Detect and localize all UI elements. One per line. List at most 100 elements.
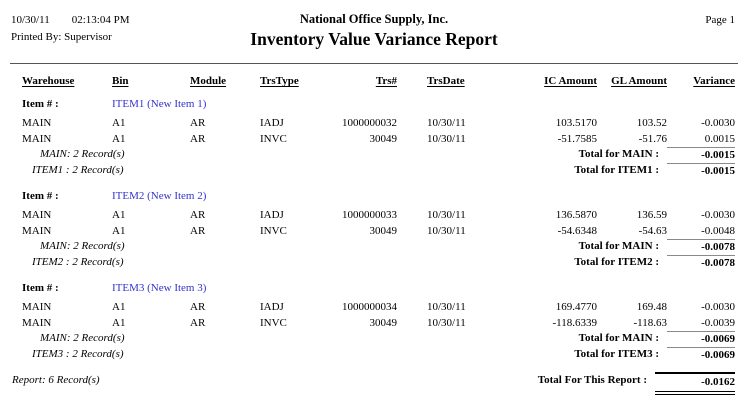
item-link[interactable]: ITEM2 (New Item 2) (112, 190, 207, 202)
report-header: 10/30/11 02:13:04 PM Printed By: Supervis… (10, 8, 738, 56)
cell-bin: A1 (112, 133, 126, 145)
cell-gl-amount: -51.76 (638, 133, 667, 145)
item-link[interactable]: ITEM1 (New Item 1) (112, 98, 207, 110)
cell-module: AR (190, 317, 206, 329)
cell-trstype: INVC (260, 133, 287, 145)
cell-module: AR (190, 209, 206, 221)
cell-ic-amount: -118.6339 (552, 317, 597, 329)
col-gl-amount: GL Amount (611, 75, 667, 87)
cell-warehouse: MAIN (22, 317, 52, 329)
item-total-label: Total for ITEM2 : (574, 256, 659, 268)
table-row: MAIN A1 AR IADJ 1000000034 10/30/11 169.… (22, 299, 735, 315)
cell-trsdate: 10/30/11 (427, 117, 466, 129)
cell-trsnum: 1000000033 (342, 209, 397, 221)
cell-trstype: INVC (260, 225, 287, 237)
print-datetime: 10/30/11 02:13:04 PM (11, 14, 129, 26)
cell-trsnum: 1000000034 (342, 301, 397, 313)
cell-module: AR (190, 117, 206, 129)
item-record-count: ITEM2 : 2 Record(s) (32, 256, 124, 268)
item-link[interactable]: ITEM3 (New Item 3) (112, 282, 207, 294)
table-row: MAIN A1 AR IADJ 1000000032 10/30/11 103.… (22, 115, 735, 131)
table-row: MAIN A1 AR IADJ 1000000033 10/30/11 136.… (22, 207, 735, 223)
warehouse-total-value: -0.0078 (667, 239, 735, 255)
report-page: 10/30/11 02:13:04 PM Printed By: Supervis… (10, 8, 738, 395)
header-left: 10/30/11 02:13:04 PM Printed By: Supervis… (11, 14, 129, 43)
cell-trstype: IADJ (260, 301, 284, 313)
print-date: 10/30/11 (11, 14, 50, 26)
cell-ic-amount: 136.5870 (555, 209, 597, 221)
cell-trsnum: 1000000032 (342, 117, 397, 129)
warehouse-total-label: Total for MAIN : (578, 148, 659, 160)
warehouse-record-count: MAIN: 2 Record(s) (40, 332, 125, 344)
item-group-2: Item # : ITEM2 (New Item 2) MAIN A1 AR I… (22, 188, 735, 271)
cell-warehouse: MAIN (22, 117, 52, 129)
warehouse-total-label: Total for MAIN : (578, 240, 659, 252)
cell-gl-amount: 103.52 (636, 117, 667, 129)
cell-trsnum: 30049 (369, 317, 398, 329)
warehouse-total-label: Total for MAIN : (578, 332, 659, 344)
item-total-value: -0.0015 (667, 163, 735, 179)
column-header-row: Warehouse Bin Module TrsType Trs# TrsDat… (22, 73, 735, 89)
header-divider (10, 63, 738, 64)
report-table: Warehouse Bin Module TrsType Trs# TrsDat… (22, 73, 735, 363)
item-total-row: ITEM2 : 2 Record(s) Total for ITEM2 : -0… (22, 255, 735, 271)
page-number: Page 1 (705, 14, 735, 26)
cell-warehouse: MAIN (22, 225, 52, 237)
warehouse-total-row: MAIN: 2 Record(s) Total for MAIN : -0.00… (22, 331, 735, 347)
company-name: National Office Supply, Inc. (299, 12, 449, 26)
cell-ic-amount: 169.4770 (555, 301, 597, 313)
col-warehouse: Warehouse (22, 75, 75, 87)
item-record-count: ITEM1 : 2 Record(s) (32, 164, 124, 176)
cell-bin: A1 (112, 301, 126, 313)
printed-by: Printed By: Supervisor (11, 31, 112, 43)
cell-trsnum: 30049 (369, 225, 398, 237)
cell-trsdate: 10/30/11 (427, 317, 466, 329)
item-total-value: -0.0078 (667, 255, 735, 271)
report-total-row: Report: 6 Record(s) Total For This Repor… (12, 372, 735, 395)
warehouse-total-row: MAIN: 2 Record(s) Total for MAIN : -0.00… (22, 147, 735, 163)
cell-gl-amount: 136.59 (636, 209, 667, 221)
item-total-row: ITEM3 : 2 Record(s) Total for ITEM3 : -0… (22, 347, 735, 363)
cell-variance: 0.0015 (704, 133, 735, 145)
col-trsnum: Trs# (375, 75, 397, 87)
report-total-value: -0.0162 (655, 372, 735, 395)
item-number-label: Item # : (22, 98, 59, 110)
cell-gl-amount: -118.63 (633, 317, 667, 329)
print-time: 02:13:04 PM (71, 14, 130, 26)
item-group-1: Item # : ITEM1 (New Item 1) MAIN A1 AR I… (22, 96, 735, 179)
col-ic-amount: IC Amount (544, 75, 597, 87)
item-header-row: Item # : ITEM2 (New Item 2) (22, 188, 735, 204)
cell-warehouse: MAIN (22, 301, 52, 313)
cell-module: AR (190, 301, 206, 313)
item-header-row: Item # : ITEM3 (New Item 3) (22, 280, 735, 296)
item-group-3: Item # : ITEM3 (New Item 3) MAIN A1 AR I… (22, 280, 735, 363)
cell-gl-amount: 169.48 (636, 301, 667, 313)
table-row: MAIN A1 AR INVC 30049 10/30/11 -51.7585 … (22, 131, 735, 147)
cell-trsnum: 30049 (369, 133, 398, 145)
warehouse-record-count: MAIN: 2 Record(s) (40, 148, 125, 160)
cell-variance: -0.0030 (701, 209, 735, 221)
table-row: MAIN A1 AR INVC 30049 10/30/11 -118.6339… (22, 315, 735, 331)
cell-module: AR (190, 133, 206, 145)
item-total-label: Total for ITEM3 : (574, 348, 659, 360)
item-number-label: Item # : (22, 282, 59, 294)
item-total-value: -0.0069 (667, 347, 735, 363)
item-header-row: Item # : ITEM1 (New Item 1) (22, 96, 735, 112)
table-row: MAIN A1 AR INVC 30049 10/30/11 -54.6348 … (22, 223, 735, 239)
item-total-row: ITEM1 : 2 Record(s) Total for ITEM1 : -0… (22, 163, 735, 179)
item-record-count: ITEM3 : 2 Record(s) (32, 348, 124, 360)
cell-bin: A1 (112, 209, 126, 221)
col-bin: Bin (112, 75, 129, 87)
cell-ic-amount: -54.6348 (557, 225, 597, 237)
cell-trsdate: 10/30/11 (427, 209, 466, 221)
cell-trstype: IADJ (260, 209, 284, 221)
cell-warehouse: MAIN (22, 133, 52, 145)
cell-variance: -0.0048 (701, 225, 735, 237)
cell-ic-amount: 103.5170 (555, 117, 597, 129)
cell-trstype: INVC (260, 317, 287, 329)
report-total-label: Total For This Report : (537, 374, 647, 386)
cell-bin: A1 (112, 117, 126, 129)
report-title: Inventory Value Variance Report (250, 29, 498, 49)
cell-variance: -0.0030 (701, 117, 735, 129)
item-total-label: Total for ITEM1 : (574, 164, 659, 176)
